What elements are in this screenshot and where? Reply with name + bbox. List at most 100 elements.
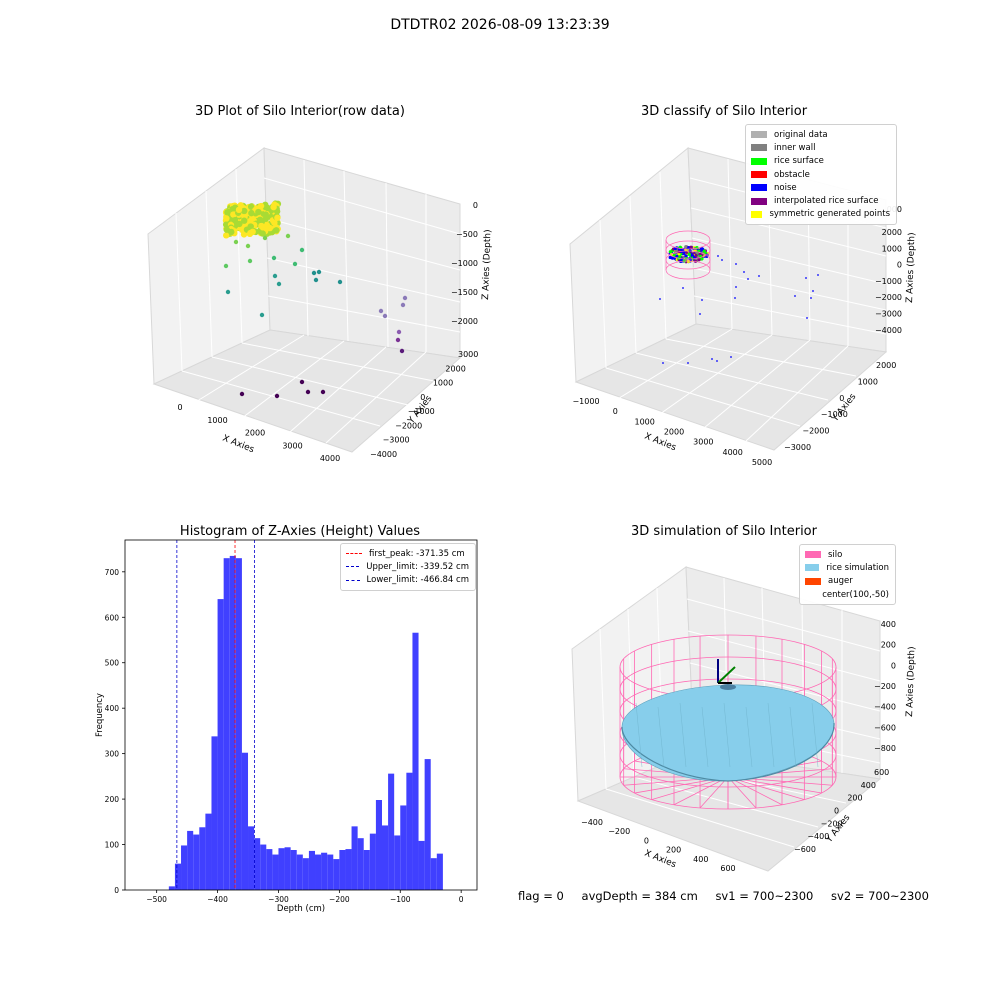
- panel2-noise-point: [758, 275, 760, 277]
- rice-mesh-line: [767, 702, 775, 768]
- histogram-bar: [351, 826, 358, 890]
- panel2-z-tick: 2000: [882, 228, 902, 237]
- panel2-noise-point: [717, 255, 719, 257]
- panel2-pane-floor: [574, 323, 888, 451]
- panel2-noise-point: [659, 298, 661, 300]
- panel4-y-tick: −200: [821, 819, 843, 828]
- panel4-z-tick: −600: [874, 723, 896, 732]
- panel1-point: [273, 227, 280, 234]
- silo-floor-spoke: [673, 776, 729, 806]
- panel1-point: [402, 295, 408, 301]
- panel1-point: [399, 348, 405, 354]
- panel1-point: [262, 215, 270, 222]
- panel1-point: [240, 217, 248, 224]
- panel1-z-tick: −1500: [451, 288, 478, 297]
- panel3-title: Histogram of Z-Axies (Height) Values: [179, 524, 421, 539]
- panel1-point: [248, 209, 255, 217]
- panel1-y-tick: −1000: [408, 407, 435, 416]
- panel2-y-ticks: −3000 −2000 −1000 0 1000 2000: [784, 361, 896, 452]
- rice-mesh-line: [635, 702, 643, 768]
- legend-entry: original data: [751, 128, 890, 141]
- panel2-noise-point: [805, 277, 807, 279]
- histogram-bar: [193, 834, 200, 890]
- panel2-noise-point: [730, 356, 732, 358]
- panel2-noise-point: [794, 295, 796, 297]
- panel2-y-tick: 1000: [858, 377, 878, 386]
- panel2-point: [684, 245, 688, 249]
- panel2-noise-point: [743, 271, 745, 273]
- panel2-noise-point: [747, 278, 749, 280]
- panel4-y-ticks: −600 −400 −200 0 200 400 600: [794, 768, 889, 854]
- panel4-title: 3D simulation of Silo Interior: [631, 524, 817, 539]
- panel1-point: [305, 389, 311, 395]
- panel1-point: [223, 263, 229, 269]
- panel1-point: [249, 228, 256, 236]
- rice-mesh-line: [745, 706, 753, 768]
- panel1-x-tick: 3000: [282, 441, 302, 450]
- histogram-x-tick: −300: [268, 895, 289, 904]
- panel4-z-tick: 200: [881, 641, 896, 650]
- panel1-zlabel: Z Axies (Depth): [481, 229, 493, 300]
- panel1-point: [320, 389, 326, 395]
- histogram-bar: [436, 853, 443, 890]
- panel2-z-tick: −4000: [875, 326, 902, 335]
- status-flag: flag = 0: [518, 889, 564, 903]
- panel3-ylabel: Frequency: [95, 693, 105, 737]
- panel1-x-tick: 4000: [320, 454, 340, 463]
- histogram-bar: [254, 838, 261, 890]
- panel4-x-tick: −400: [581, 818, 603, 827]
- histogram-bar: [430, 858, 437, 890]
- panel4-x-tick: 600: [720, 864, 735, 873]
- panel2-silo-wire: [665, 230, 711, 280]
- panel1-point: [224, 209, 231, 216]
- panel4-z-tick: −800: [874, 744, 896, 753]
- panel2-point: [697, 258, 701, 262]
- panel1-y-tick: −3000: [383, 436, 410, 445]
- panel1-point: [255, 208, 262, 216]
- histogram-bar: [369, 833, 376, 890]
- histogram-bar: [284, 847, 291, 890]
- histogram-bar: [290, 850, 297, 890]
- histogram-bar: [174, 863, 182, 890]
- legend-entry: auger: [805, 575, 889, 588]
- legend-entry: silo: [805, 548, 889, 561]
- histogram-bar: [412, 632, 419, 890]
- legend-entry: symmetric generated points: [751, 208, 890, 221]
- histogram-bar: [345, 849, 352, 890]
- panel3-axes-frame: [124, 539, 478, 891]
- histogram-y-tick: 300: [105, 750, 120, 759]
- panel2-noise-point: [734, 297, 736, 299]
- panel1-point: [382, 313, 388, 319]
- histogram-bar: [205, 813, 212, 890]
- panel1-y-tick: −4000: [370, 450, 397, 459]
- histogram-bar: [315, 854, 322, 890]
- histogram-y-tick: 600: [105, 613, 120, 622]
- panel1-point: [274, 214, 281, 221]
- histogram-y-tick: 100: [105, 841, 120, 850]
- panel2-grid: [599, 158, 887, 442]
- panel1-points: [222, 200, 408, 399]
- legend-entry: rice surface: [751, 155, 890, 168]
- silo-floor-spoke: [727, 776, 757, 809]
- panel2-legend: original data inner wall rice surface ob…: [745, 124, 897, 226]
- panel4-auger: [717, 659, 736, 684]
- panel4-y-tick: 600: [874, 768, 889, 777]
- panel1-point: [235, 206, 243, 214]
- histogram-bar: [418, 840, 425, 890]
- panel1-y-ticks: −4000 −3000 −2000 −1000 0 1000 2000 3000: [370, 350, 478, 459]
- panel2-point: [684, 254, 688, 258]
- legend-entry: interpolated rice surface: [751, 194, 890, 207]
- rice-mesh-line: [701, 706, 709, 768]
- panel1-point: [378, 308, 384, 314]
- auger-axis-x: [717, 666, 736, 684]
- panel3-histogram: −500 −400 −300 −200 −100 0 0 100 200 300 400 500 60…: [95, 539, 478, 914]
- histogram-bar: [375, 800, 382, 890]
- panel2-x-tick: 1000: [634, 417, 654, 426]
- panel2-x-tick: 0: [613, 407, 618, 416]
- panel1-point: [274, 393, 280, 399]
- legend-swatch: [751, 210, 763, 218]
- panel1-point: [236, 220, 243, 228]
- panel1-point: [241, 207, 248, 215]
- panel4-x-tick: 0: [644, 836, 649, 845]
- panel4-plot: −400 −200 0 200 400 600 −600 −400 −200 0 200 400 60…: [571, 566, 917, 873]
